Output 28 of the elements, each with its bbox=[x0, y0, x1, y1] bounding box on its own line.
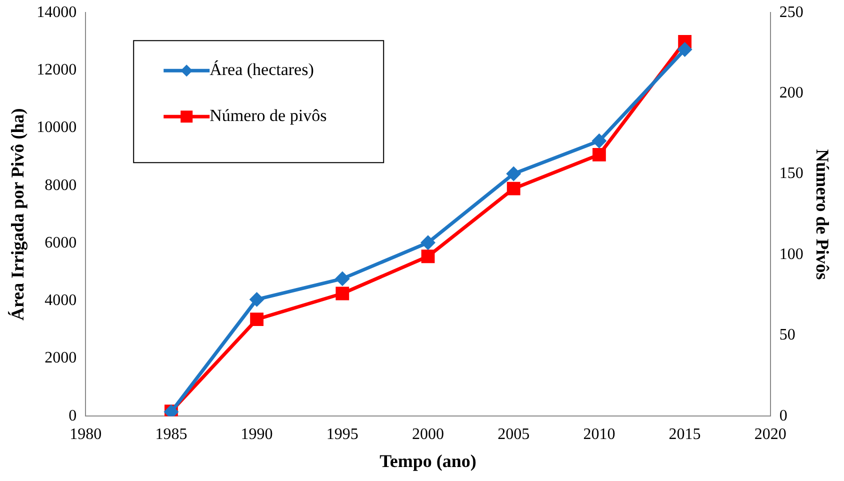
x-tick-label: 2005 bbox=[498, 426, 530, 444]
y-tick-label: 0 bbox=[68, 407, 77, 424]
x-tick-label: 1985 bbox=[155, 426, 188, 444]
x-tick-label: 2000 bbox=[412, 426, 444, 444]
y-tick-label: 8000 bbox=[44, 176, 77, 194]
x-tick-label: 1980 bbox=[70, 426, 102, 444]
y-tick-label: 14000 bbox=[36, 4, 77, 21]
y-axis-title: Área Irrigada por Pivô (ha) bbox=[7, 108, 28, 321]
x-tick-label: 2015 bbox=[668, 426, 701, 444]
x-tick-label: 1990 bbox=[240, 426, 273, 444]
legend-label: Área (hectares) bbox=[210, 60, 314, 80]
y-tick-label: 10000 bbox=[36, 119, 77, 136]
x-tick-label: 2010 bbox=[583, 426, 616, 444]
x-axis-title: Tempo (ano) bbox=[380, 450, 476, 471]
y2-axis-title: Número de Pivôs bbox=[812, 149, 833, 280]
x-tick-label: 1995 bbox=[326, 426, 358, 444]
y-tick-label: 2000 bbox=[44, 350, 77, 367]
legend-label: Número de pivôs bbox=[210, 106, 327, 126]
y2-tick-label: 200 bbox=[779, 84, 804, 102]
y2-tick-label: 150 bbox=[779, 165, 804, 182]
y2-tick-label: 250 bbox=[779, 4, 804, 21]
y2-tick-label: 0 bbox=[779, 407, 788, 424]
y2-tick-label: 100 bbox=[779, 246, 804, 263]
y-tick-label: 6000 bbox=[44, 234, 77, 252]
x-tick-label: 2020 bbox=[754, 426, 786, 444]
y2-tick-label: 50 bbox=[779, 326, 796, 344]
y-tick-label: 4000 bbox=[44, 292, 77, 310]
y-tick-label: 12000 bbox=[36, 61, 77, 78]
